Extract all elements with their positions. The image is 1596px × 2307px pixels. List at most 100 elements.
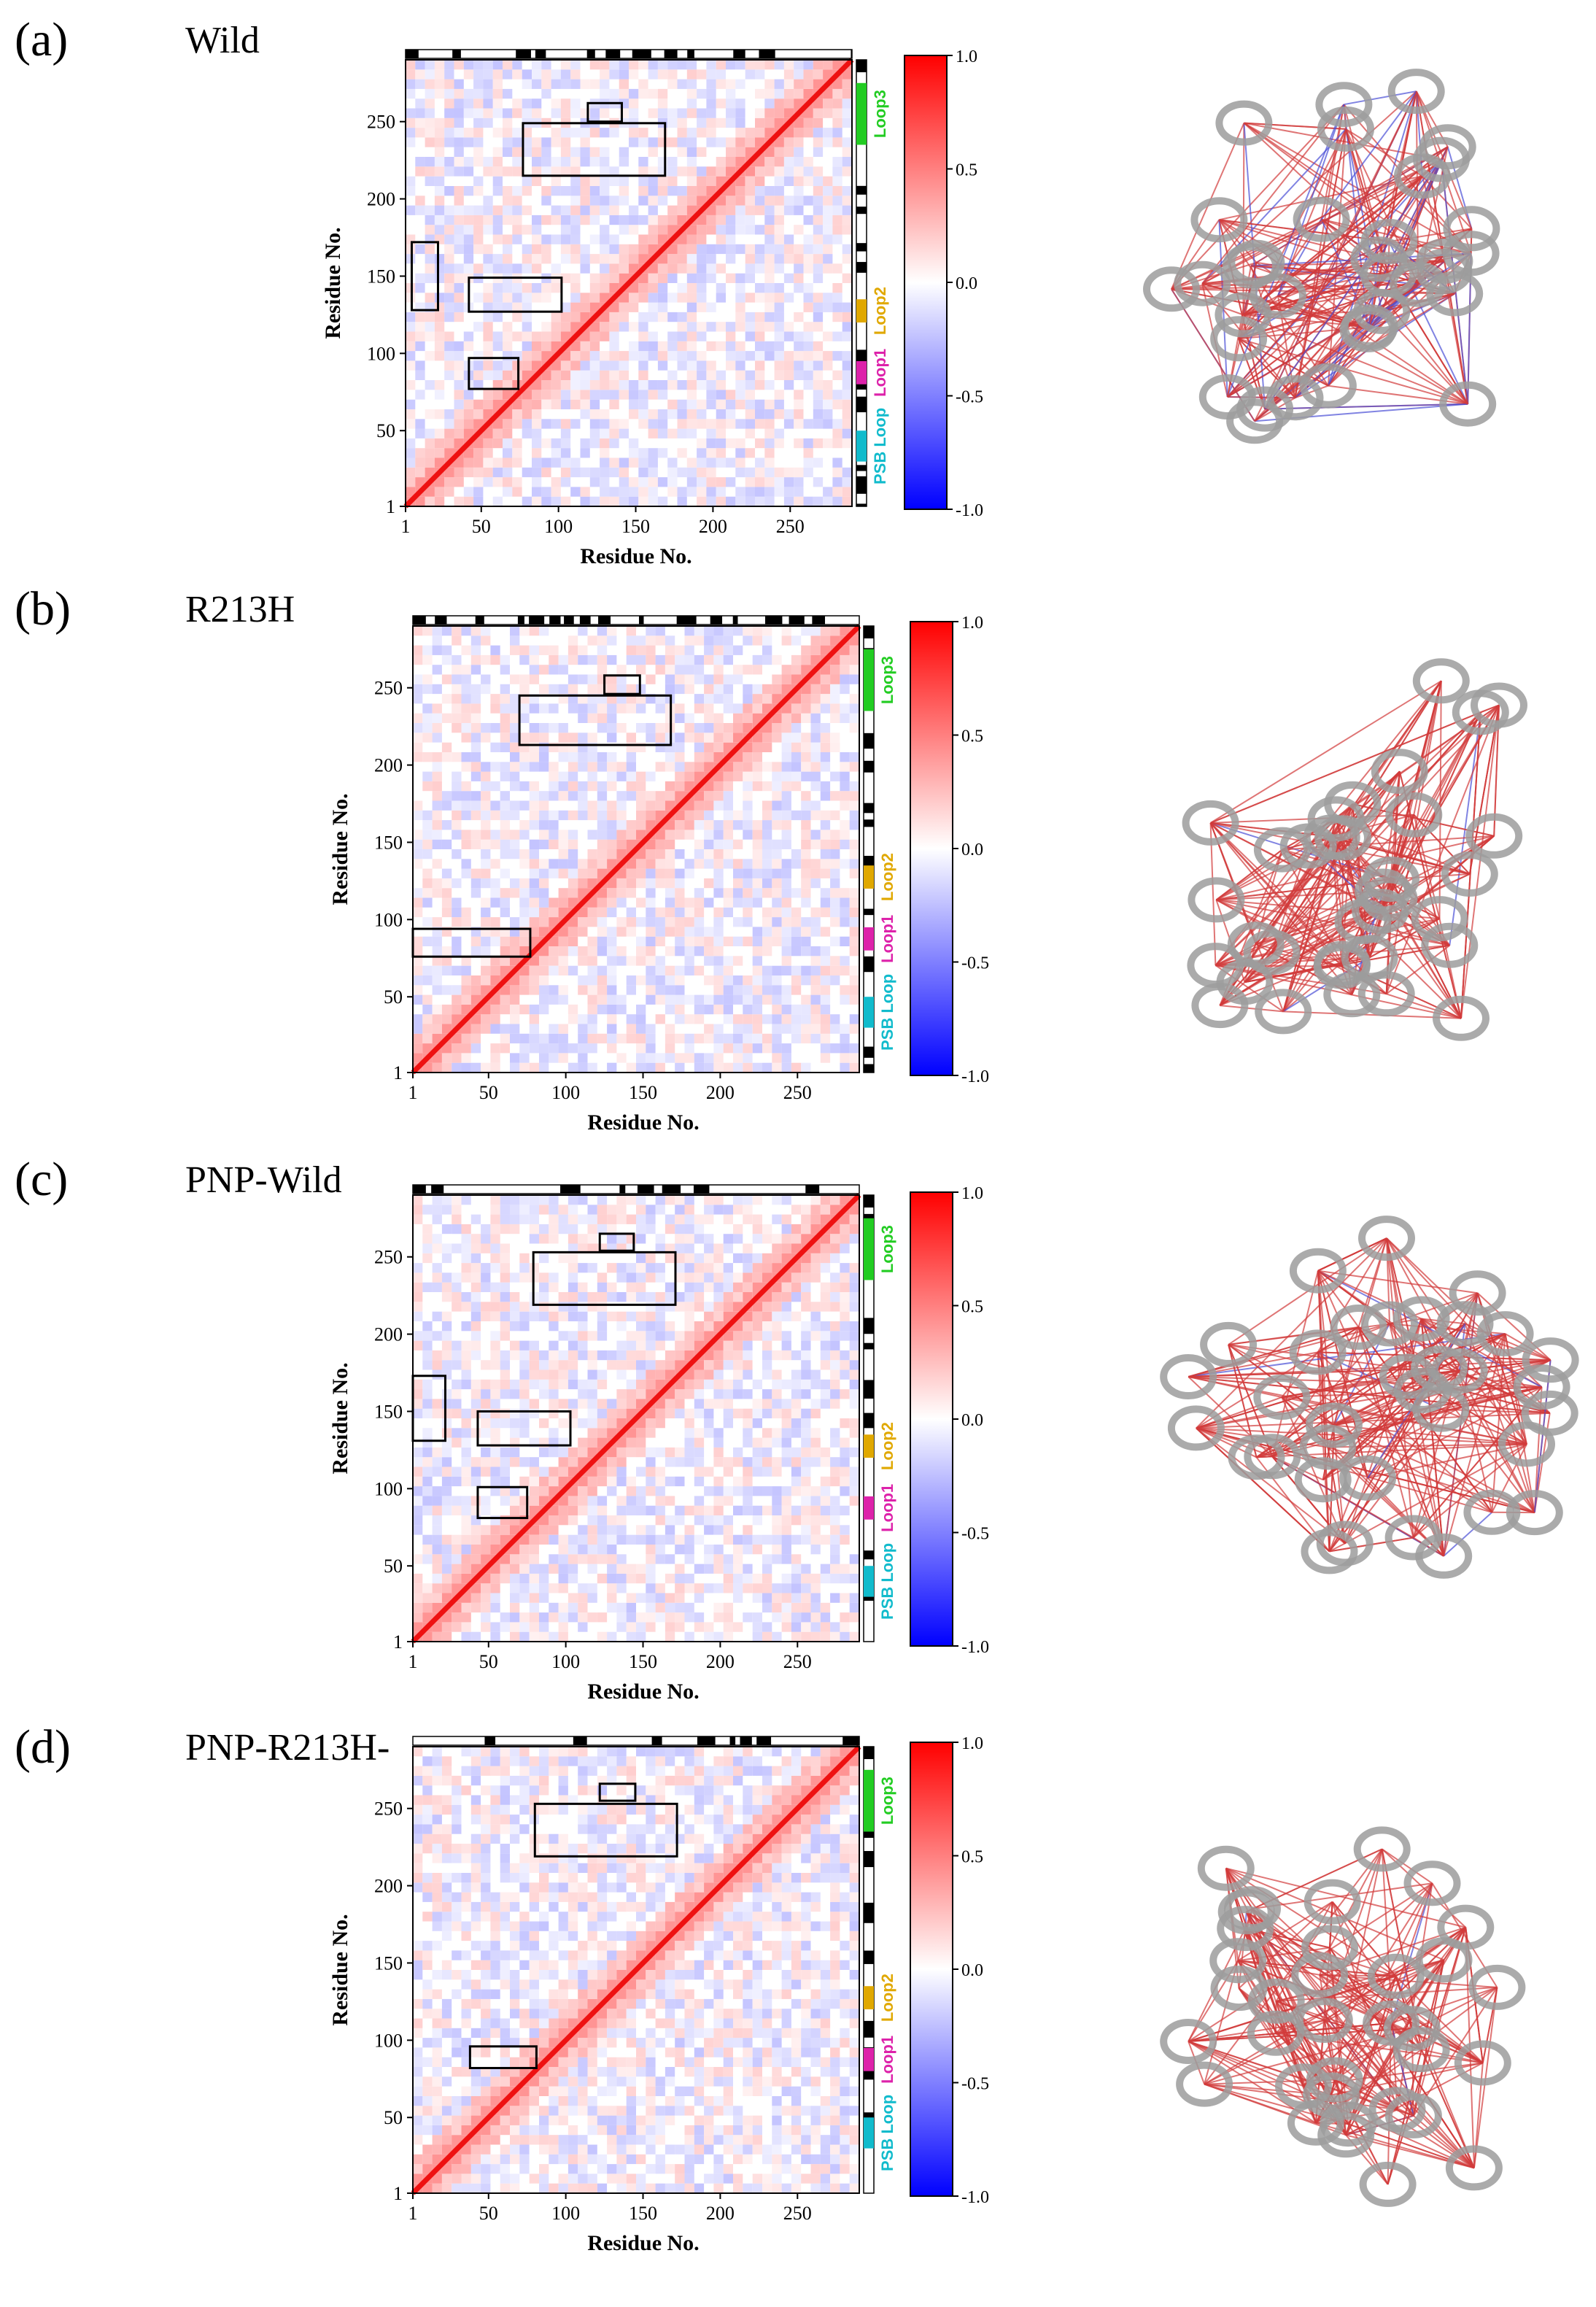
heatmap-cell	[529, 1457, 539, 1467]
heatmap-cell	[539, 1573, 549, 1584]
heatmap-cell	[840, 645, 850, 655]
heatmap-cell	[607, 1593, 617, 1603]
heatmap-cell	[646, 1340, 656, 1350]
heatmap-cell	[510, 1302, 520, 1312]
heatmap-cell	[636, 1525, 646, 1535]
heatmap-cell	[762, 810, 772, 821]
heatmap-cell	[510, 635, 520, 646]
heatmap-cell	[490, 1014, 500, 1024]
heatmap-cell	[840, 703, 850, 714]
heatmap-cell	[636, 1024, 646, 1034]
heatmap-cell	[629, 108, 639, 118]
heatmap-cell	[655, 1534, 665, 1545]
heatmap-cell	[492, 98, 503, 109]
heatmap-cell	[473, 117, 484, 128]
heatmap-cell	[745, 380, 755, 390]
heatmap-cell	[567, 762, 578, 772]
heatmap-cell	[532, 409, 542, 420]
heatmap-cell	[823, 215, 833, 225]
heatmap-cell	[743, 781, 753, 792]
helix-ribbon	[1471, 682, 1527, 728]
heatmap-cell	[519, 1033, 530, 1044]
heatmap-cell	[481, 1545, 491, 1555]
heatmap-cell	[578, 1263, 588, 1273]
heatmap-cell	[473, 69, 484, 80]
heatmap-cell	[452, 694, 462, 704]
top-structure-strip	[412, 615, 860, 625]
heatmap-cell	[541, 186, 551, 196]
helix-ribbon	[1360, 252, 1417, 298]
heatmap-cell	[648, 409, 658, 420]
heatmap-cell	[616, 1554, 627, 1564]
heatmap-cell	[454, 196, 464, 206]
heatmap-cell	[461, 859, 471, 869]
heatmap-cell	[567, 1612, 578, 1623]
heatmap-cell	[638, 312, 648, 322]
heatmap-cell	[636, 1612, 646, 1623]
heatmap-cell	[567, 897, 578, 908]
heatmap-cell	[481, 956, 491, 966]
heatmap-cell	[675, 1593, 685, 1603]
heatmap-cell	[713, 849, 724, 859]
heatmap-cell	[820, 830, 831, 840]
heatmap-cell	[463, 128, 474, 138]
heatmap-cell	[434, 351, 445, 361]
heatmap-cell	[519, 1399, 530, 1409]
heatmap-cell	[441, 1195, 452, 1205]
heatmap-cell	[735, 215, 745, 225]
heatmap-cell	[697, 351, 707, 361]
heatmap-cell	[694, 1062, 705, 1073]
heatmap-cell	[755, 351, 765, 361]
heatmap-cell	[716, 419, 726, 429]
heatmap-cell	[539, 1282, 549, 1292]
heatmap-cell	[646, 1214, 656, 1224]
heatmap-cell	[549, 985, 559, 995]
heatmap-cell	[500, 956, 510, 966]
heatmap-cell	[607, 1476, 617, 1487]
heatmap-cell	[549, 1282, 559, 1292]
heatmap-cell	[413, 674, 423, 684]
heatmap-cell	[745, 399, 755, 409]
heatmap-cell	[452, 1408, 462, 1418]
heatmap-cell	[745, 351, 755, 361]
heatmap-cell	[813, 312, 824, 322]
heatmap-cell	[490, 1350, 500, 1361]
heatmap-cell	[675, 1476, 685, 1487]
heatmap-cell	[655, 868, 665, 878]
heatmap-cell	[842, 196, 852, 206]
heatmap-cell	[713, 878, 724, 889]
heatmap-cell	[626, 1408, 636, 1418]
heatmap-cell	[832, 98, 842, 109]
heatmap-cell	[810, 830, 821, 840]
heatmap-cell	[441, 1360, 452, 1370]
heatmap-cell	[432, 820, 442, 830]
heatmap-cell	[752, 859, 762, 869]
heatmap-cell	[529, 936, 539, 946]
heatmap-cell	[549, 1486, 559, 1496]
heatmap-cell	[580, 147, 590, 157]
heatmap-cell	[842, 186, 852, 196]
heatmap-cell	[589, 477, 600, 487]
heatmap-cell	[567, 927, 578, 937]
heatmap-cell	[529, 1205, 539, 1215]
heatmap-cell	[492, 60, 503, 70]
heatmap-cell	[801, 830, 811, 840]
heatmap-cell	[597, 645, 608, 655]
heatmap-cell	[675, 1534, 685, 1545]
heatmap-cell	[820, 859, 831, 869]
heatmap-cell	[422, 713, 433, 723]
heatmap-cell	[461, 839, 471, 849]
heatmap-cell	[549, 936, 559, 946]
heatmap-cell	[444, 215, 454, 225]
heatmap-cell	[801, 771, 811, 781]
heatmap-cell	[510, 1525, 520, 1535]
network-edge	[1386, 945, 1450, 995]
heatmap-cell	[549, 946, 559, 957]
heatmap-cell	[454, 283, 464, 293]
top-structure-strip	[405, 49, 853, 59]
heatmap-cell	[434, 137, 445, 147]
heatmap-cell	[820, 733, 831, 743]
network-edge	[1238, 338, 1468, 405]
heatmap-cell	[665, 1004, 675, 1015]
heatmap-cell	[541, 283, 551, 293]
